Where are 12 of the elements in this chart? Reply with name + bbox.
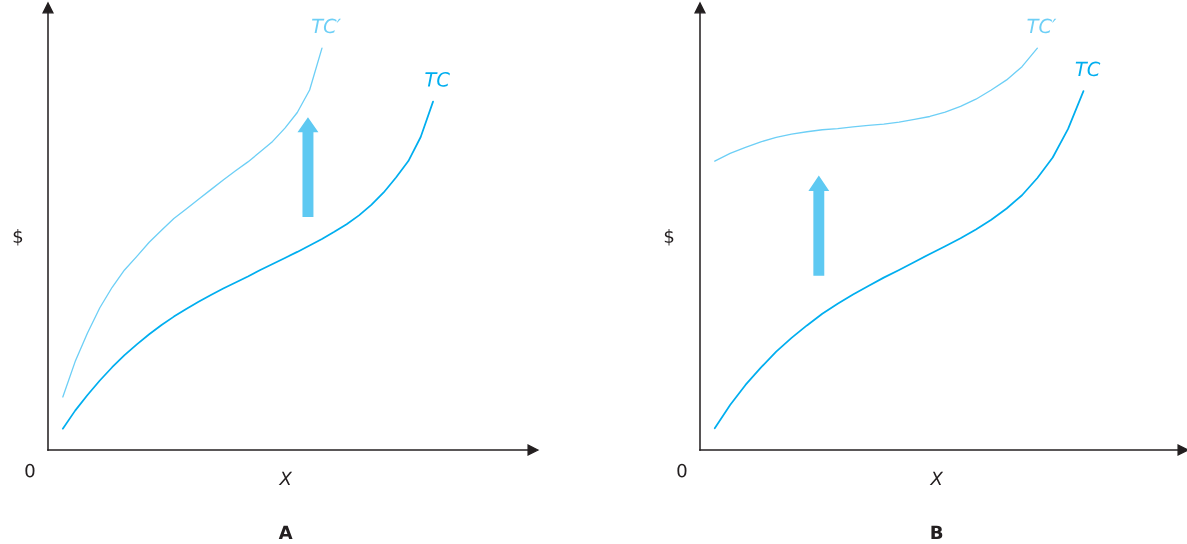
text: B [931,525,943,539]
text: 0 [677,463,687,478]
y-axis-title: $ [664,229,674,246]
series-label: TC [1075,61,1101,77]
series-label: TC′ [312,18,341,34]
text: 0 [25,463,35,478]
y-axis-title: $ [13,229,23,246]
x-axis-title: X [929,471,944,486]
text: A [278,525,293,539]
series-label: TC [425,72,450,87]
series-label: TC′ [1027,18,1057,34]
x-axis-title: X [278,471,293,486]
